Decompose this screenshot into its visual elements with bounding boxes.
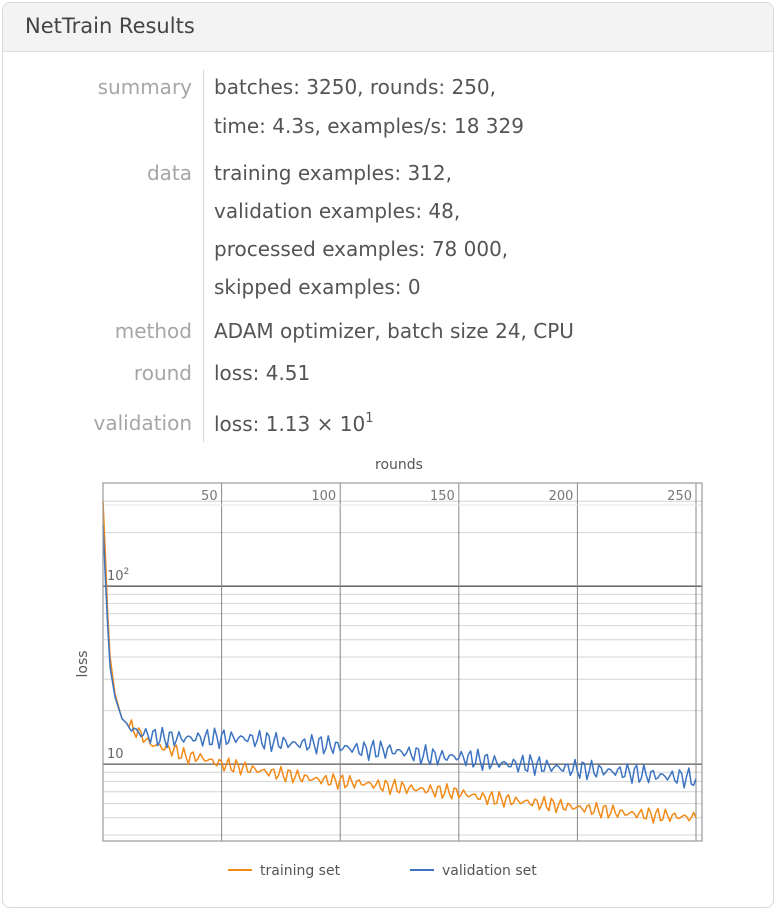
legend: training set validation set (228, 863, 537, 879)
panel-title: NetTrain Results (25, 14, 195, 38)
value-round: loss: 4.51 (214, 361, 311, 385)
value-method: ADAM optimizer, batch size 24, CPU (214, 319, 574, 343)
grid-divider (203, 70, 204, 442)
legend-label-training-set: training set (260, 863, 341, 879)
value-validation-exponent: 1 (365, 411, 374, 426)
y-axis-title: loss (75, 650, 91, 677)
label-method: method (114, 319, 192, 343)
value-data-line4: skipped examples: 0 (214, 275, 421, 299)
x-tick-label: 200 (549, 489, 574, 504)
plot-frame (102, 482, 703, 842)
label-round: round (133, 361, 192, 385)
x-tick-label: 100 (311, 489, 336, 504)
value-summary-line1: batches: 3250, rounds: 250, (214, 75, 497, 99)
value-validation: loss: 1.13 × 101 (214, 411, 373, 436)
panel-header: NetTrain Results (3, 3, 773, 52)
x-tick-label: 50 (201, 489, 218, 504)
y-tick-label: 10 (107, 747, 124, 762)
label-summary: summary (97, 75, 192, 99)
series-line-validation-set (102, 525, 697, 789)
y-tick-exponent: 2 (124, 567, 130, 577)
y-tick-label: 102 (107, 567, 129, 584)
series-layer (102, 501, 697, 824)
value-data-line3: processed examples: 78 000, (214, 237, 509, 261)
x-tick-label: 150 (430, 489, 455, 504)
x-axis-title: rounds (375, 457, 423, 473)
loss-chart: rounds loss 102 10 50 100 150 200 250 training… (0, 450, 778, 890)
loss-chart-svg: rounds loss 102 10 50 100 150 200 250 training… (75, 457, 703, 879)
grid-layer: 102 10 50 100 150 200 250 (103, 483, 702, 841)
value-summary-line2: time: 4.3s, examples/s: 18 329 (214, 114, 524, 138)
x-tick-label: 250 (667, 489, 692, 504)
legend-label-validation-set: validation set (442, 863, 537, 879)
series-line-training-set (102, 501, 697, 824)
label-validation: validation (93, 411, 192, 435)
value-data-line1: training examples: 312, (214, 161, 452, 185)
value-data-line2: validation examples: 48, (214, 199, 461, 223)
value-validation-text: loss: 1.13 × 10 (214, 412, 366, 436)
label-data: data (146, 161, 192, 185)
